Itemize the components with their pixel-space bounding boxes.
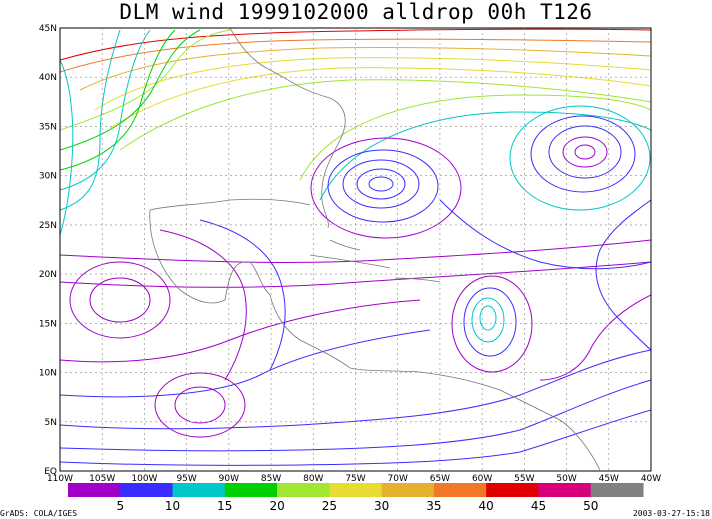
lon-label: 110W — [47, 474, 73, 484]
coastlines — [149, 28, 601, 471]
colorbar-label: 50 — [583, 499, 598, 513]
lon-label: 85W — [261, 474, 281, 484]
footer-credit: GrADS: COLA/IGES — [0, 509, 77, 518]
lon-label: 90W — [219, 474, 239, 484]
lon-label: 40W — [641, 474, 661, 484]
colorbar-label: 35 — [426, 499, 441, 513]
colorbar-label: 45 — [531, 499, 546, 513]
colorbar-swatch — [433, 483, 487, 497]
footer-timestamp: 2003-03-27-15:18 — [633, 509, 710, 518]
streamlines — [60, 28, 651, 466]
colorbar-swatch — [172, 483, 226, 497]
lon-label: 100W — [131, 474, 157, 484]
grid-lines — [60, 28, 651, 471]
lat-label: 10N — [39, 369, 57, 379]
colorbar-label: 15 — [217, 499, 232, 513]
colorbar-swatch — [486, 483, 539, 497]
lat-label: 25N — [39, 221, 57, 231]
colorbar-swatch — [590, 483, 644, 497]
colorbar-swatch — [68, 483, 121, 497]
lon-label: 55W — [514, 474, 534, 484]
lat-label: 40N — [39, 73, 57, 83]
lon-label: 65W — [430, 474, 450, 484]
lat-label: 15N — [39, 319, 57, 329]
colorbar-label: 40 — [479, 499, 494, 513]
lon-label: 60W — [472, 474, 492, 484]
colorbar-swatch — [224, 483, 278, 497]
lat-label: 45N — [39, 24, 57, 34]
colorbar-label: 10 — [165, 499, 180, 513]
lon-label: 70W — [388, 474, 408, 484]
latitude-labels: 45N 40N 35N 30N 25N 20N 15N 10N 5N EQ — [39, 24, 57, 477]
lon-label: 50W — [556, 474, 576, 484]
colorbar-label: 25 — [322, 499, 337, 513]
lon-label: 75W — [345, 474, 365, 484]
colorbar-label: 20 — [269, 499, 284, 513]
lat-label: 20N — [39, 270, 57, 280]
colorbar-label: 5 — [116, 499, 124, 513]
lat-label: 35N — [39, 122, 57, 132]
colorbar-swatch — [277, 483, 330, 497]
colorbar-swatch — [538, 483, 592, 497]
colorbar-swatch — [120, 483, 174, 497]
colorbar-swatch — [329, 483, 383, 497]
longitude-labels: 110W 105W 100W 95W 90W 85W 80W 75W 70W 65W 60W 55W 5… — [47, 474, 661, 484]
lat-label: 30N — [39, 172, 57, 182]
lon-label: 105W — [89, 474, 115, 484]
lat-label: EQ — [44, 467, 57, 477]
map-title: DLM wind 1999102000 alldrop 00h T126 — [119, 0, 593, 24]
lon-label: 95W — [176, 474, 196, 484]
colorbar-swatch — [381, 483, 435, 497]
lat-label: 5N — [45, 418, 57, 428]
lon-label: 80W — [303, 474, 323, 484]
colorbar: 5 10 15 20 25 30 35 40 45 50 — [68, 483, 644, 513]
lon-label: 45W — [599, 474, 619, 484]
colorbar-label: 30 — [374, 499, 389, 513]
